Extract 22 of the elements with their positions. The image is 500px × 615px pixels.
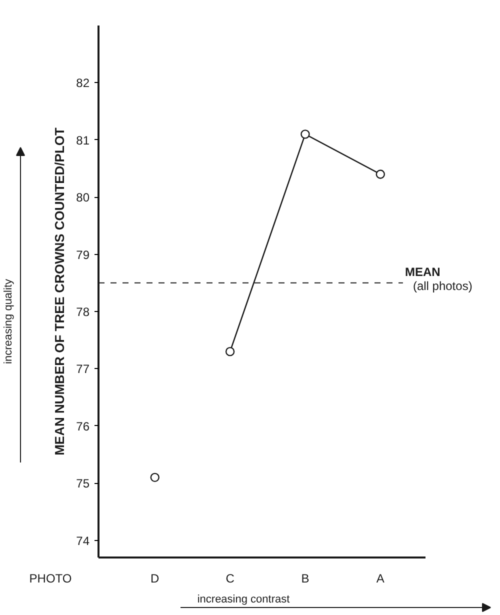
x-tick-label: C [226, 572, 235, 586]
y-tick-label: 79 [76, 248, 90, 262]
y-tick-label: 76 [76, 419, 90, 434]
y-tick-label: 78 [76, 305, 90, 320]
x-tick-label: A [376, 572, 384, 586]
y-tick-label: 81 [76, 133, 90, 148]
text: increasing contrast [197, 594, 290, 606]
x-tick-label: B [301, 572, 310, 586]
y-axis-title: MEAN NUMBER OF TREE CROWNS COUNTED/PLOT [52, 128, 68, 456]
y-tick-label: 75 [76, 476, 90, 491]
y-tick-label: 77 [76, 362, 90, 376]
text: increasing quality [2, 278, 14, 364]
point [376, 170, 385, 179]
point [300, 130, 310, 139]
point [225, 346, 235, 356]
y-tick-label: 82 [76, 76, 90, 90]
x-axis-title: PHOTO [29, 572, 72, 586]
y-tick-label: 80 [76, 190, 90, 205]
ref-line-label: MEAN (all photos) [404, 264, 472, 293]
x-tick-label: D [150, 572, 160, 586]
point [150, 472, 160, 482]
y-tick-label: 74 [76, 534, 90, 548]
